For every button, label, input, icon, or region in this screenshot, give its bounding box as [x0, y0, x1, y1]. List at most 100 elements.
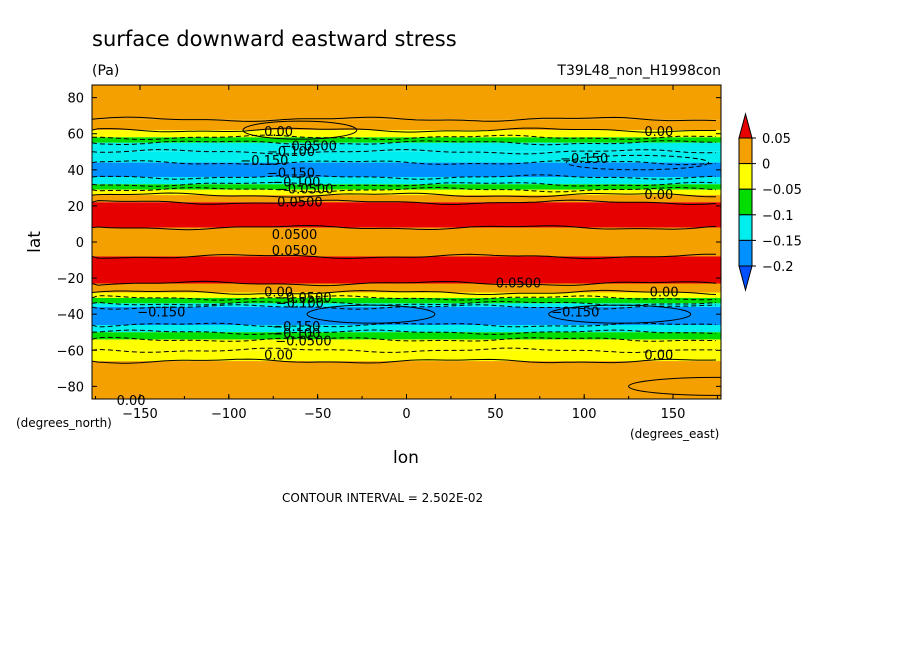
zonal-band [92, 306, 721, 326]
y-axis-label: lat [25, 231, 45, 253]
contour-line [92, 358, 717, 364]
contour-label: −0.100 [267, 145, 315, 160]
colorbar-label: 0.05 [762, 132, 791, 147]
chart-units: (Pa) [92, 63, 119, 79]
y-tick-label: −40 [57, 308, 84, 323]
contour-label: −0.0500 [275, 291, 331, 306]
contour-line [92, 199, 717, 206]
contour-label: −0.100 [272, 175, 320, 190]
contour-label: −0.100 [276, 296, 324, 311]
contour-label: −0.150 [267, 166, 315, 181]
zonal-band [92, 325, 721, 333]
zonal-band [92, 256, 721, 284]
zonal-band [92, 189, 721, 196]
zonal-band [92, 130, 721, 138]
zonal-band [92, 162, 721, 178]
x-tick-label: 0 [402, 407, 410, 422]
colorbar-box [738, 163, 753, 190]
plot-area: 0.00−0.0500−0.100−0.150−0.150−0.100−0.05… [91, 84, 722, 409]
x-axis: −150 −100 −50 0 50 100 150 [95, 85, 718, 422]
contour-line [92, 187, 717, 193]
contour-interval-note: CONTOUR INTERVAL = 2.502E-02 [282, 491, 483, 505]
x-axis-label: lon [393, 448, 419, 468]
contour-line [92, 140, 716, 146]
contour-label: 0.00 [650, 286, 679, 301]
colorbar-bottom-arrow [738, 265, 753, 292]
contour-line [92, 280, 717, 287]
contour-line [92, 289, 717, 295]
contour-line [92, 116, 717, 122]
contour-line [92, 329, 717, 335]
colorbar-box [738, 188, 753, 216]
contour-line [92, 149, 717, 155]
colorbar-label: −0.1 [762, 209, 794, 224]
colorbar-box [738, 137, 753, 165]
contour-line [92, 181, 717, 187]
x-tick-label: −100 [211, 407, 247, 422]
contour-label: −0.150 [551, 305, 599, 320]
zonal-band [92, 85, 721, 120]
x-tick-label: −150 [122, 407, 158, 422]
contour-label: −0.150 [137, 305, 185, 320]
closed-contour [548, 304, 692, 324]
contour-line [92, 336, 717, 342]
shaded-bands [92, 85, 721, 399]
y-tick-label: 40 [67, 164, 84, 179]
zonal-band [92, 332, 721, 340]
y-tick-label: −20 [57, 272, 84, 287]
zonal-band [92, 361, 721, 399]
contour-line [92, 347, 717, 354]
x-units-label: (degrees_east) [630, 427, 719, 441]
contour-line [92, 224, 717, 231]
y-tick-label: 80 [67, 92, 84, 107]
contour-label: 0.00 [644, 188, 673, 203]
contour-label: 0.0500 [496, 277, 542, 292]
contour-line [92, 322, 717, 328]
contour-line [92, 174, 717, 180]
zonal-band [92, 184, 721, 190]
contour-label: 0.0500 [272, 244, 318, 259]
contour-line [92, 160, 717, 166]
colorbar-label: −0.2 [762, 260, 794, 275]
contour-label: 0.0500 [277, 195, 323, 210]
zonal-band [92, 119, 721, 131]
contour-label: 0.00 [264, 125, 293, 140]
y-tick-label: −60 [57, 344, 84, 359]
contour-label: 0.00 [264, 286, 293, 301]
colorbar-label: 0 [762, 158, 770, 173]
zonal-band [92, 350, 721, 362]
y-axis: −80 −60 −40 −20 0 20 40 60 80 [57, 92, 721, 395]
closed-contour [565, 154, 710, 171]
zonal-band [92, 142, 721, 152]
contour-line [92, 134, 716, 141]
zonal-band [92, 202, 721, 228]
contour-line [92, 127, 716, 133]
contour-label: −0.150 [240, 154, 288, 169]
zonal-band [92, 137, 721, 143]
contour-label: −0.150 [272, 320, 320, 335]
contour-label: 0.00 [264, 349, 293, 364]
zonal-band [92, 303, 721, 307]
closed-contour [628, 376, 721, 396]
y-tick-label: 20 [67, 200, 84, 215]
contour-labels: 0.00−0.0500−0.100−0.150−0.150−0.100−0.05… [117, 125, 679, 409]
chart-title: surface downward eastward stress [92, 27, 457, 51]
zonal-band [92, 283, 721, 293]
contour-line [92, 192, 716, 198]
contour-label: −0.0500 [275, 334, 331, 349]
x-tick-label: 150 [661, 407, 686, 422]
x-tick-label: −50 [304, 407, 331, 422]
contour-line [92, 253, 717, 260]
zonal-band [92, 195, 721, 203]
colorbar: 0.05 0 −0.05 −0.1 −0.15 −0.2 [738, 112, 802, 292]
contour-label: −0.0500 [277, 183, 333, 198]
contour-label: 0.0500 [272, 228, 318, 243]
zonal-band [92, 227, 721, 257]
y-tick-label: 0 [76, 236, 84, 251]
y-tick-label: −80 [57, 380, 84, 395]
zonal-band [92, 177, 721, 185]
y-tick-label: 60 [67, 128, 84, 143]
contour-line [92, 295, 717, 301]
colorbar-top-arrow [738, 112, 753, 139]
x-tick-label: 50 [487, 407, 504, 422]
